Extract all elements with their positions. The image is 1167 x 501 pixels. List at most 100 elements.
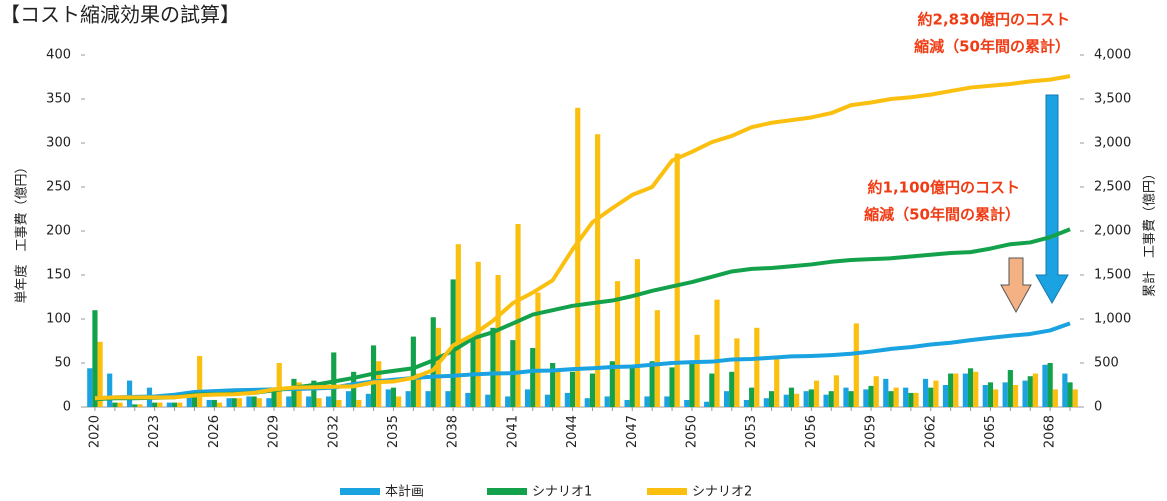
y2-tick-label: 2,000 [1094,224,1131,239]
bar [689,363,695,407]
x-tick-label: 2020 [87,415,102,448]
bar [908,392,914,407]
bar [848,391,854,407]
x-tick-label: 2026 [207,415,222,448]
bar [928,387,934,407]
bar [535,292,541,407]
bar [171,402,178,407]
bar [564,392,570,407]
x-tick-label: 2047 [625,415,640,448]
bar [1047,363,1053,407]
bar [325,396,332,407]
bar [709,373,715,407]
bar [1007,370,1013,407]
bar [788,387,795,407]
x-tick-label: 2050 [684,415,699,448]
bar [714,299,720,407]
bar [729,371,735,407]
y2-tick-label: 2,500 [1094,180,1131,195]
bar [774,355,780,407]
annotation: 縮減（50年間の累計） [864,206,1020,224]
bar [967,368,974,407]
bar [853,323,859,407]
bar [674,153,680,407]
bar [704,401,710,407]
legend-swatch [487,488,527,495]
legend-swatch [647,488,687,495]
bar [266,398,272,407]
cumulative-line [94,321,1071,401]
y2-tick-label: 3,000 [1094,136,1131,151]
bar [166,402,172,407]
bar [743,399,750,407]
bar [396,396,402,407]
bar [903,387,909,407]
bar [629,364,635,407]
legend-label: 本計画 [385,484,424,500]
bar [251,396,257,407]
bar [1042,364,1048,407]
bar [575,107,581,408]
bar [336,399,342,407]
bar [370,345,377,407]
bar [97,341,103,407]
bar [311,380,317,407]
y2-tick-label: 4,000 [1094,48,1131,63]
annotation: 縮減（50年間の累計） [914,38,1070,56]
bar [649,361,655,407]
bar [226,398,232,407]
bar [356,399,362,407]
bar [614,281,621,407]
x-tick-label: 2032 [326,415,341,448]
x-tick-label: 2041 [505,415,520,448]
cumulative-line [94,74,1071,401]
bar [569,371,576,407]
y-tick-label: 400 [46,48,71,63]
bar [345,391,352,407]
y2-tick-label: 1,000 [1094,312,1131,327]
bar [351,371,357,407]
bar [296,382,302,407]
bar [1062,373,1068,407]
legend-label: シナリオ2 [692,485,752,500]
bar [589,373,596,407]
bar [555,371,561,407]
bar [644,396,650,407]
bar [723,391,730,407]
bar [415,373,422,407]
bar [654,310,660,407]
bar [390,387,397,407]
bar [584,398,590,407]
y-tick-label: 350 [46,92,71,107]
legend-swatch [340,488,380,495]
bar [515,223,521,407]
x-tick-label: 2044 [565,415,580,448]
bar [942,385,949,407]
bar [524,389,531,407]
y2-tick-label: 3,500 [1094,92,1131,107]
bar [490,327,496,407]
bar [913,392,919,407]
bar [485,394,491,407]
y2-tick-label: 0 [1094,400,1102,415]
bar [768,391,775,407]
y2-tick-label: 1,500 [1094,268,1131,283]
bar [231,398,237,407]
bar [868,385,874,407]
bar [107,373,113,407]
y2-axis-label: 累計 工事費（億円） [1142,167,1158,297]
bar [973,371,979,407]
bar [664,396,670,407]
bar [843,387,849,407]
bar [157,402,163,407]
bar [365,393,371,407]
bar [211,399,217,407]
bar [873,376,879,407]
bar [813,380,820,407]
bar [191,396,198,407]
bar [684,399,690,407]
bar [808,389,814,407]
x-tick-label: 2023 [147,415,162,448]
bar [276,363,282,407]
